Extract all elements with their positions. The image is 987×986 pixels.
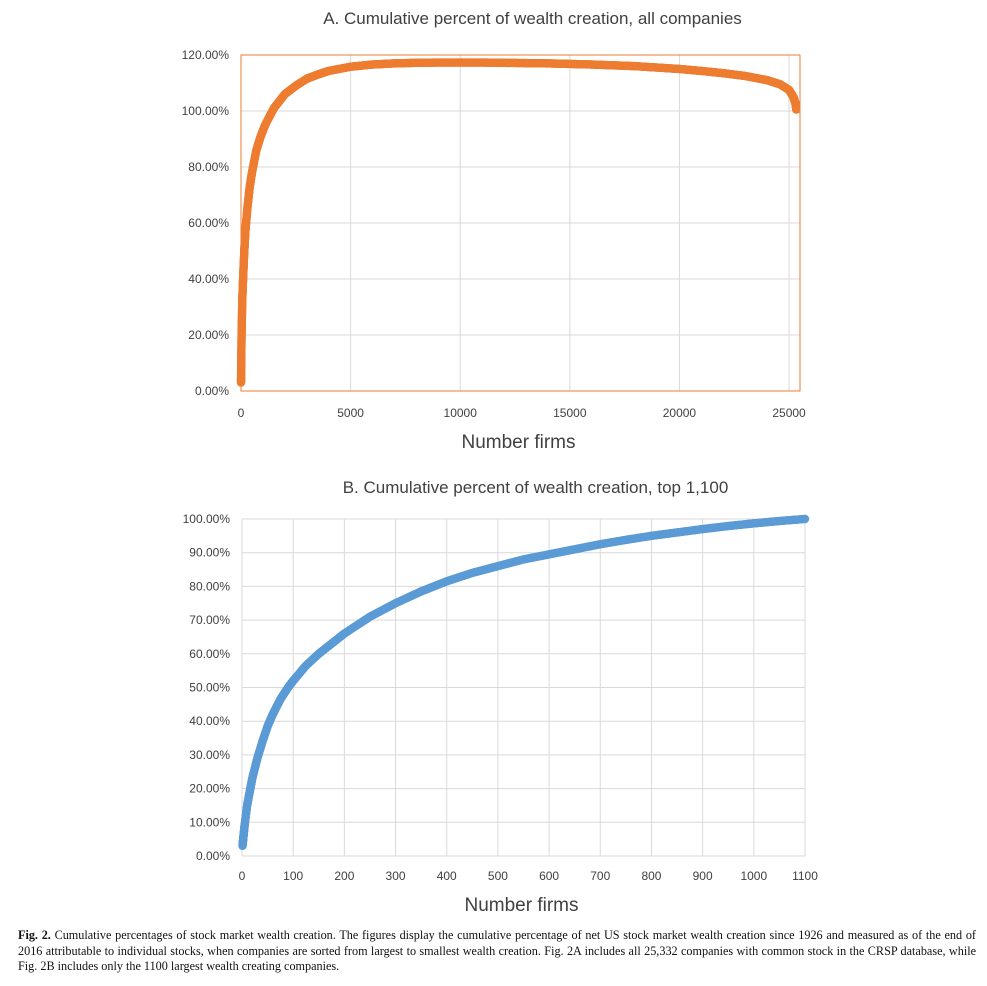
x-axis-title: Number firms (464, 895, 578, 916)
y-tick-label: 90.00% (189, 546, 230, 560)
chart-b-svg: B. Cumulative percent of wealth creation… (183, 478, 819, 916)
y-tick-label: 20.00% (188, 328, 229, 342)
y-tick-label: 120.00% (182, 48, 230, 62)
y-tick-label: 40.00% (188, 272, 229, 286)
x-tick-label: 200 (334, 869, 354, 883)
x-tick-label: 5000 (337, 406, 364, 420)
x-tick-label: 25000 (772, 406, 806, 420)
x-tick-label: 15000 (553, 406, 587, 420)
y-tick-label: 80.00% (189, 579, 230, 593)
y-tick-label: 100.00% (182, 104, 230, 118)
chart-a-svg: A. Cumulative percent of wealth creation… (182, 9, 806, 453)
caption-text: Cumulative percentages of stock market w… (18, 928, 976, 973)
x-tick-label: 600 (539, 869, 559, 883)
y-tick-label: 40.00% (189, 714, 230, 728)
chart-title: B. Cumulative percent of wealth creation… (343, 478, 729, 497)
y-tick-label: 100.00% (183, 512, 231, 526)
caption-lead: Fig. 2. (18, 928, 51, 942)
x-tick-label: 900 (693, 869, 713, 883)
x-tick-label: 800 (641, 869, 661, 883)
y-tick-label: 0.00% (196, 849, 230, 863)
y-tick-label: 60.00% (188, 216, 229, 230)
figure-caption: Fig. 2. Cumulative percentages of stock … (18, 928, 976, 975)
x-tick-label: 100 (283, 869, 303, 883)
series-points (238, 514, 810, 851)
x-tick-label: 0 (238, 406, 245, 420)
x-tick-label: 400 (437, 869, 457, 883)
y-tick-label: 10.00% (189, 815, 230, 829)
y-tick-label: 60.00% (189, 647, 230, 661)
y-tick-label: 0.00% (195, 384, 229, 398)
chart-title: A. Cumulative percent of wealth creation… (323, 9, 742, 28)
y-tick-label: 80.00% (188, 160, 229, 174)
data-point (792, 105, 801, 114)
x-tick-label: 20000 (663, 406, 697, 420)
series-points (236, 58, 801, 387)
x-tick-label: 700 (590, 869, 610, 883)
plot-border (240, 54, 801, 392)
x-tick-label: 300 (386, 869, 406, 883)
y-tick-label: 70.00% (189, 613, 230, 627)
x-tick-label: 1000 (740, 869, 767, 883)
x-tick-label: 10000 (444, 406, 478, 420)
x-tick-label: 500 (488, 869, 508, 883)
x-axis-title: Number firms (461, 432, 575, 453)
y-tick-label: 20.00% (189, 782, 230, 796)
y-tick-label: 50.00% (189, 681, 230, 695)
data-point (800, 514, 810, 524)
x-tick-label: 0 (239, 869, 246, 883)
y-tick-label: 30.00% (189, 748, 230, 762)
x-tick-label: 1100 (792, 869, 818, 883)
chart-b: B. Cumulative percent of wealth creation… (0, 465, 987, 920)
chart-a: A. Cumulative percent of wealth creation… (0, 0, 987, 460)
